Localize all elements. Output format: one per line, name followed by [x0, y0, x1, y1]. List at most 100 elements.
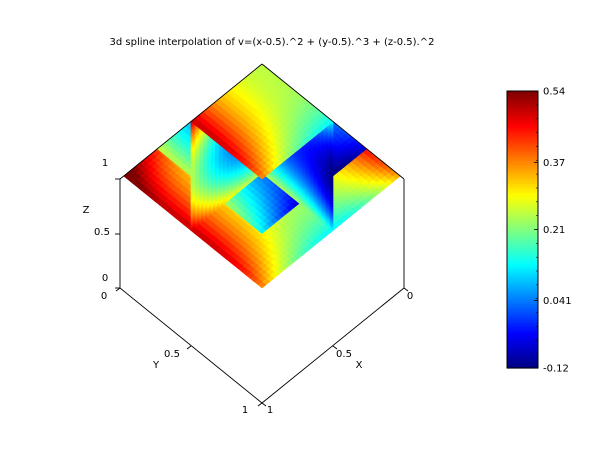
cell — [202, 73, 212, 81]
cell — [222, 64, 231, 65]
cell — [273, 64, 279, 68]
cell — [214, 85, 219, 94]
cell — [222, 70, 227, 79]
cell — [166, 108, 176, 116]
cell — [253, 64, 259, 68]
cell — [375, 118, 385, 126]
cell — [282, 29, 290, 35]
cell — [245, 64, 251, 71]
cell — [238, 20, 246, 26]
cell — [202, 69, 208, 78]
cell — [329, 28, 333, 34]
cell — [316, 97, 322, 105]
cell — [321, 55, 329, 61]
cell — [198, 81, 204, 90]
cell — [274, 54, 278, 60]
cell — [207, 19, 211, 25]
cell — [230, 65, 235, 73]
cell — [305, 55, 313, 61]
cell — [162, 79, 172, 87]
cell — [324, 81, 330, 90]
cell — [210, 86, 220, 94]
cell — [214, 70, 219, 78]
cell — [320, 86, 330, 94]
cell — [340, 76, 350, 84]
cell — [313, 55, 321, 61]
cell — [194, 99, 200, 108]
cell — [227, 56, 231, 62]
cell — [257, 64, 267, 65]
cell — [162, 105, 172, 113]
cell — [203, 55, 211, 61]
cell — [206, 85, 211, 93]
cell — [328, 84, 334, 93]
cell — [308, 82, 314, 90]
cell — [274, 16, 282, 22]
cell — [328, 96, 334, 105]
cell — [195, 10, 199, 16]
cell — [312, 85, 318, 93]
cell — [227, 50, 231, 56]
cell — [301, 70, 306, 79]
cell — [290, 57, 294, 63]
cell — [297, 64, 306, 68]
cell — [360, 92, 369, 100]
cell — [321, 52, 325, 58]
cell — [242, 55, 250, 61]
cell — [277, 65, 283, 74]
cell — [328, 78, 334, 87]
cell — [312, 70, 318, 78]
cell — [313, 22, 317, 28]
cell — [286, 48, 290, 54]
cell — [290, 51, 294, 57]
cell — [194, 75, 200, 84]
cell — [316, 75, 322, 84]
cell — [293, 80, 298, 88]
cell — [214, 64, 224, 71]
cell — [210, 70, 215, 78]
cell — [300, 64, 310, 71]
cell — [278, 20, 286, 26]
cell — [238, 57, 242, 63]
cell — [312, 97, 318, 105]
cell — [312, 79, 318, 87]
cell — [190, 64, 200, 71]
cell — [151, 140, 160, 148]
cell — [360, 111, 369, 119]
cell — [198, 64, 204, 69]
cell — [194, 84, 200, 93]
cell — [190, 84, 196, 93]
cell — [273, 65, 279, 74]
cell — [336, 111, 346, 119]
cell — [294, 53, 298, 59]
cell — [336, 92, 346, 100]
cell — [328, 93, 334, 102]
cell — [269, 64, 275, 65]
cell — [324, 75, 330, 84]
cell — [214, 70, 224, 78]
cell — [305, 56, 309, 62]
cell — [198, 95, 208, 103]
cell — [368, 137, 377, 145]
cell — [281, 65, 287, 73]
cell — [308, 64, 318, 65]
cell — [222, 73, 227, 82]
cell — [316, 79, 322, 87]
cell — [158, 114, 168, 123]
cell — [242, 16, 250, 22]
cell — [325, 19, 329, 25]
cell — [305, 73, 310, 81]
cell — [178, 98, 188, 107]
cell — [371, 108, 381, 116]
cell — [211, 26, 215, 32]
cell — [293, 64, 298, 73]
cell — [266, 10, 274, 16]
cell — [194, 108, 200, 117]
cell — [166, 114, 176, 123]
cell — [320, 98, 330, 107]
cell — [300, 83, 310, 91]
cell — [324, 96, 330, 105]
cell — [194, 81, 200, 90]
cell — [293, 64, 302, 65]
cell — [230, 51, 238, 57]
